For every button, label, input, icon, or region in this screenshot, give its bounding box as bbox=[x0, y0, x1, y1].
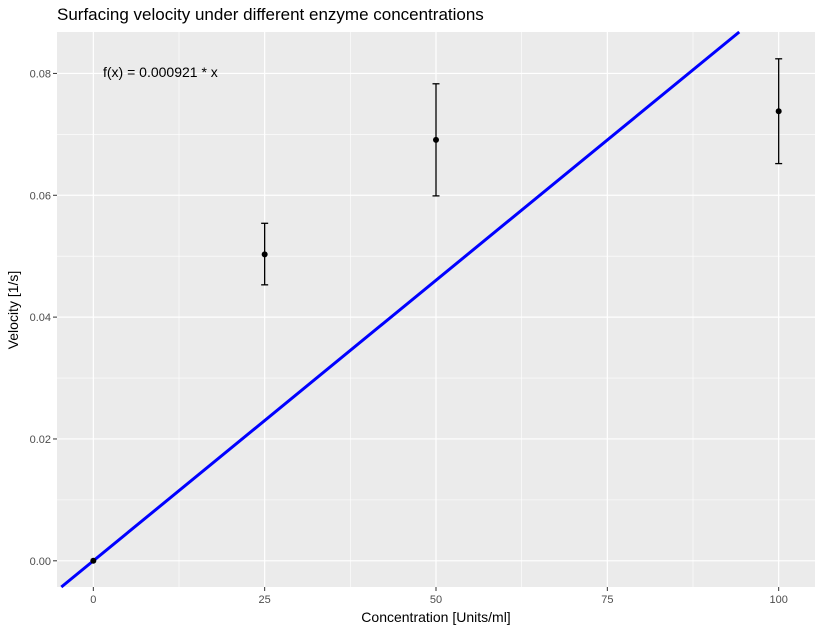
y-axis: 0.00 0.02 0.04 0.06 0.08 bbox=[30, 68, 57, 568]
x-tick-label: 50 bbox=[430, 594, 442, 606]
points-layer bbox=[90, 58, 783, 564]
x-axis-title: Concentration [Units/ml] bbox=[361, 609, 510, 625]
fit-layer bbox=[60, 30, 741, 589]
data-point bbox=[90, 557, 97, 564]
y-axis-title: Velocity [1/s] bbox=[5, 271, 21, 350]
x-tick-label: 0 bbox=[90, 594, 96, 606]
x-tick-label: 25 bbox=[259, 594, 271, 606]
y-tick-label: 0.04 bbox=[30, 312, 51, 324]
grid-major bbox=[57, 32, 815, 587]
x-tick-label: 75 bbox=[601, 594, 613, 606]
x-tick-label: 100 bbox=[769, 594, 787, 606]
data-point bbox=[261, 251, 268, 258]
y-tick-label: 0.02 bbox=[30, 434, 51, 446]
data-point bbox=[775, 108, 782, 115]
x-axis: 0 25 50 75 100 bbox=[90, 587, 788, 606]
fit-line bbox=[60, 30, 741, 589]
y-tick-label: 0.06 bbox=[30, 190, 51, 202]
data-point bbox=[433, 136, 439, 143]
y-tick-label: 0.00 bbox=[30, 556, 51, 568]
fit-equation-label: f(x) = 0.000921 * x bbox=[103, 64, 218, 80]
chart-title: Surfacing velocity under different enzym… bbox=[57, 5, 484, 24]
y-tick-label: 0.08 bbox=[30, 68, 51, 80]
